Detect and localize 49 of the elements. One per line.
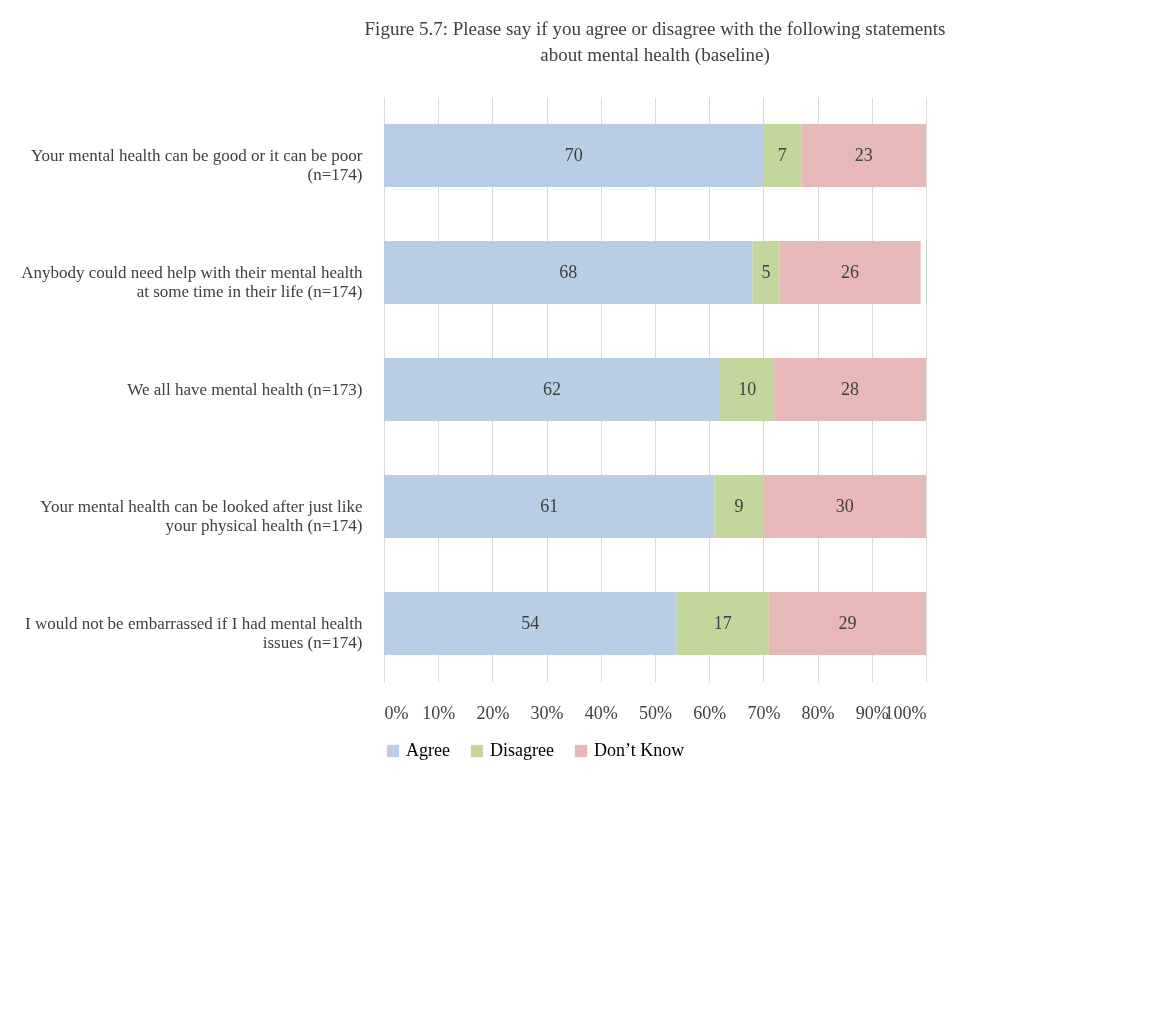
x-tick-label: 90%	[855, 702, 889, 723]
data-label: 5	[761, 261, 771, 282]
bar	[384, 357, 721, 422]
y-tick-label: We all have mental health (n=173)	[127, 379, 363, 399]
x-tick-label: 40%	[584, 702, 618, 723]
bar	[801, 123, 926, 188]
y-tick-label: Your mental health can be good or it can be poor (n=174)	[30, 145, 363, 184]
legend-label: Don’t Know	[594, 740, 685, 760]
bar	[384, 123, 764, 188]
data-label: 28	[841, 378, 860, 399]
bar	[779, 240, 921, 305]
bar	[763, 474, 926, 539]
x-tick-label: 10%	[422, 702, 456, 723]
data-label: 29	[838, 612, 857, 633]
x-tick-label: 0%	[384, 702, 409, 723]
x-tick-label: 30%	[530, 702, 564, 723]
bar	[720, 357, 775, 422]
data-label: 68	[559, 261, 578, 282]
legend-label: Disagree	[490, 740, 554, 760]
bar	[676, 591, 769, 656]
chart-title: Figure 5.7: Please say if you agree or disagree with the following statements about mental health (baseline)	[364, 18, 946, 66]
y-tick-label: Your mental health can be looked after just like your physical health (n=174)	[40, 496, 363, 535]
bar	[384, 591, 677, 656]
data-label: 30	[835, 495, 854, 516]
data-label: 26	[841, 261, 860, 282]
bar	[763, 123, 802, 188]
x-tick-label: 70%	[747, 702, 781, 723]
x-tick-label: 60%	[693, 702, 727, 723]
legend-label: Agree	[406, 740, 450, 760]
bar	[714, 474, 764, 539]
data-label: 70	[564, 144, 583, 165]
bar	[752, 240, 780, 305]
bar	[384, 474, 715, 539]
bar	[384, 240, 753, 305]
x-tick-label: 80%	[801, 702, 835, 723]
data-label: 23	[854, 144, 873, 165]
y-tick-label: Anybody could need help with their mental health at some time in their life (n=174)	[21, 262, 363, 301]
bar	[774, 357, 926, 422]
bar	[768, 591, 926, 656]
y-tick-label: I would not be embarrassed if I had mental health issues (n=174)	[24, 613, 363, 652]
data-label: 17	[713, 612, 732, 633]
data-label: 7	[777, 144, 787, 165]
x-tick-label: 50%	[639, 702, 672, 723]
data-label: 9	[734, 495, 744, 516]
data-label: 61	[540, 495, 559, 516]
x-tick-label: 20%	[476, 702, 510, 723]
data-label: 54	[521, 612, 540, 633]
data-label: 10	[738, 378, 757, 399]
data-label: 62	[543, 378, 562, 399]
